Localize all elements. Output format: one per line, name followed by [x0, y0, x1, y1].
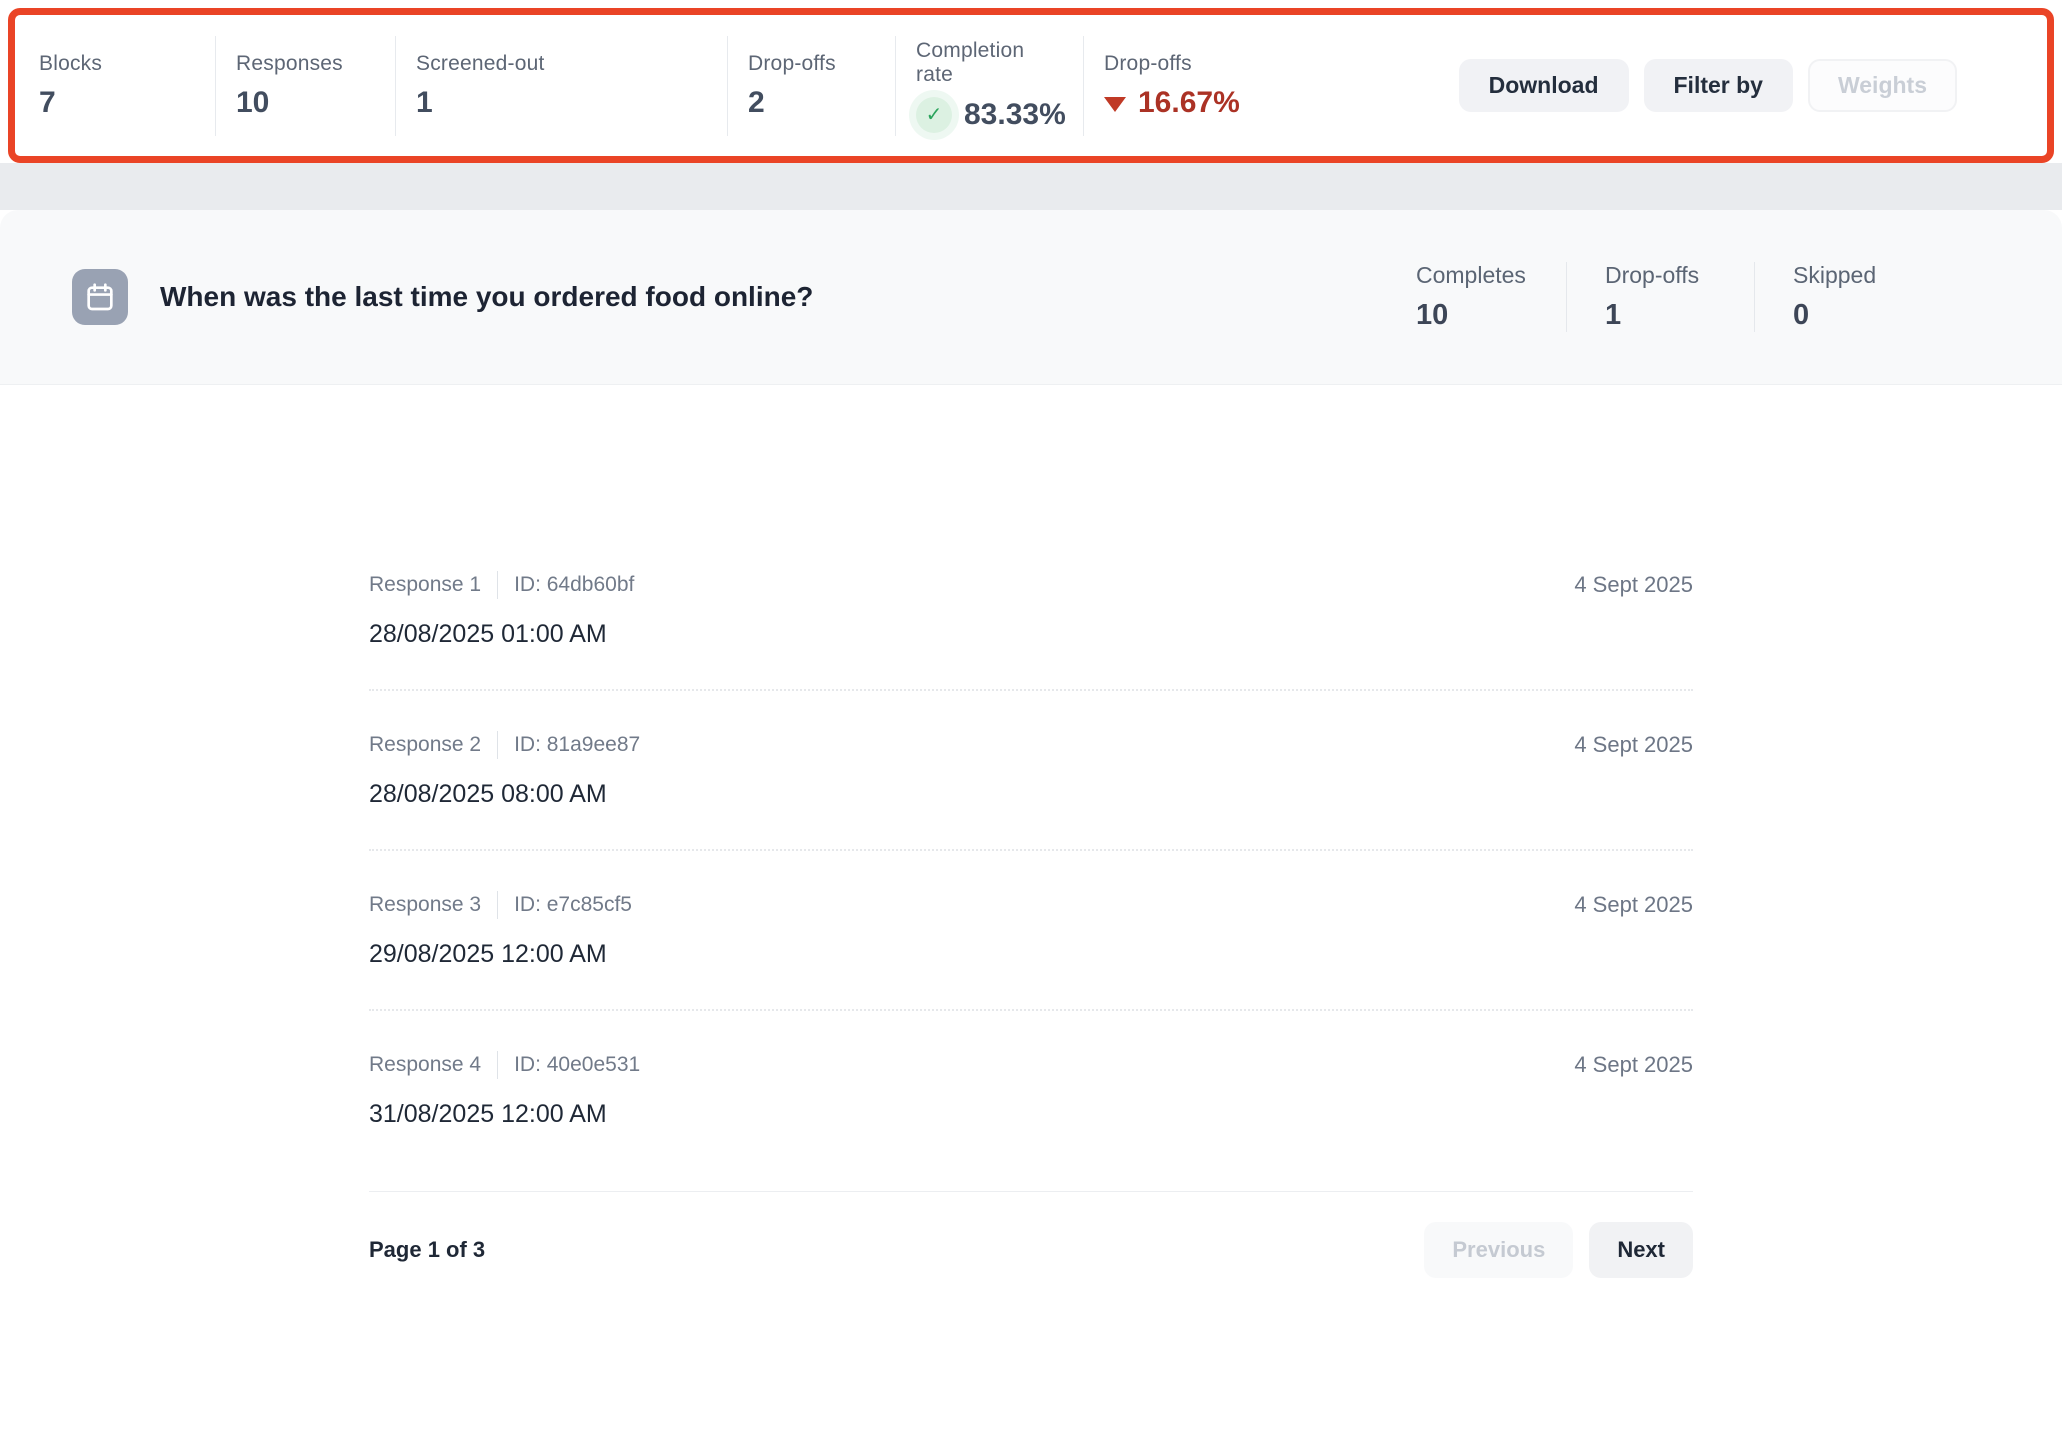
response-answer: 28/08/2025 08:00 AM — [369, 780, 607, 808]
stat-value: 10 — [236, 85, 270, 119]
stats-wrap: Blocks 7 Responses 10 Screened-out 1 Dro… — [0, 0, 2062, 163]
response-row: Response 1 ID: 64db60bf 4 Sept 2025 28/0… — [369, 571, 1693, 691]
background-band — [0, 163, 2062, 210]
response-row-head: Response 3 ID: e7c85cf5 4 Sept 2025 — [369, 891, 1693, 919]
response-row: Response 2 ID: 81a9ee87 4 Sept 2025 28/0… — [369, 691, 1693, 851]
stat-label: Drop-offs — [1104, 51, 1192, 75]
stat-value: 83.33% — [964, 97, 1066, 131]
vertical-divider — [497, 1051, 499, 1079]
response-answer: 29/08/2025 12:00 AM — [369, 940, 607, 968]
stat-label: Skipped — [1793, 262, 1877, 288]
question-stats: Completes 10 Drop-offs 1 Skipped 0 — [1416, 262, 1942, 332]
response-date: 4 Sept 2025 — [1574, 572, 1693, 597]
response-id: ID: 40e0e531 — [514, 1053, 641, 1076]
stat-label: Drop-offs — [748, 51, 836, 75]
question-title: When was the last time you ordered food … — [160, 281, 814, 312]
stats-bar-buttons: Download Filter by Weights — [1458, 59, 1957, 112]
stat-drop-offs: Drop-offs 2 — [727, 35, 895, 136]
stat-value-row: ✓ 83.33% — [916, 96, 1067, 133]
response-label: Response 3 — [369, 893, 482, 916]
pagination-buttons: Previous Next — [1424, 1222, 1693, 1278]
vertical-divider — [497, 571, 499, 599]
question-stat-drop-offs: Drop-offs 1 — [1566, 262, 1754, 332]
stat-responses: Responses 10 — [215, 35, 395, 136]
response-date: 4 Sept 2025 — [1574, 1052, 1693, 1077]
response-label: Response 2 — [369, 733, 482, 756]
stat-value: 16.67% — [1138, 85, 1240, 119]
question-header: When was the last time you ordered food … — [0, 210, 2062, 385]
stat-label: Blocks — [39, 51, 103, 75]
response-row: Response 4 ID: 40e0e531 4 Sept 2025 31/0… — [369, 1011, 1693, 1191]
stat-value: 1 — [416, 85, 433, 119]
next-button[interactable]: Next — [1589, 1222, 1693, 1278]
page-indicator: Page 1 of 3 — [369, 1237, 486, 1262]
list-footer-divider — [369, 1191, 1693, 1192]
stat-value: 2 — [748, 85, 765, 119]
pagination: Page 1 of 3 Previous Next — [369, 1222, 1693, 1278]
response-row-head: Response 4 ID: 40e0e531 4 Sept 2025 — [369, 1051, 1693, 1079]
stat-value: 1 — [1605, 299, 1622, 331]
question-stat-completes: Completes 10 — [1416, 262, 1566, 332]
response-label: Response 4 — [369, 1053, 482, 1076]
stat-value-row: 16.67% — [1104, 86, 1297, 120]
calendar-icon — [72, 269, 128, 325]
stat-drop-off-rate: Drop-offs 16.67% — [1083, 35, 1313, 136]
response-id: ID: 81a9ee87 — [514, 733, 641, 756]
response-row-head: Response 2 ID: 81a9ee87 4 Sept 2025 — [369, 731, 1693, 759]
question-stat-skipped: Skipped 0 — [1754, 262, 1942, 332]
response-date: 4 Sept 2025 — [1574, 732, 1693, 757]
stat-label: Completes — [1416, 262, 1526, 288]
stat-label: Completion rate — [916, 38, 1025, 86]
triangle-down-icon — [1104, 96, 1126, 112]
response-row: Response 3 ID: e7c85cf5 4 Sept 2025 29/0… — [369, 851, 1693, 1011]
response-id: ID: 64db60bf — [514, 573, 635, 596]
weights-button[interactable]: Weights — [1807, 59, 1957, 112]
response-answer: 31/08/2025 12:00 AM — [369, 1100, 607, 1128]
response-id: ID: e7c85cf5 — [514, 893, 632, 916]
stat-completion-rate: Completion rate ✓ 83.33% — [895, 35, 1083, 136]
stat-screened-out: Screened-out 1 — [395, 35, 727, 136]
vertical-divider — [497, 731, 499, 759]
response-label: Response 1 — [369, 573, 482, 596]
check-icon: ✓ — [916, 96, 952, 133]
response-date: 4 Sept 2025 — [1574, 892, 1693, 917]
stat-label: Responses — [236, 51, 343, 75]
vertical-divider — [497, 891, 499, 919]
summary-stats-bar: Blocks 7 Responses 10 Screened-out 1 Dro… — [8, 8, 2054, 163]
response-row-head: Response 1 ID: 64db60bf 4 Sept 2025 — [369, 571, 1693, 599]
stat-label: Drop-offs — [1605, 262, 1700, 288]
stat-value: 10 — [1416, 299, 1449, 331]
stat-blocks: Blocks 7 — [39, 36, 215, 136]
download-button[interactable]: Download — [1458, 59, 1629, 112]
stat-value: 7 — [39, 85, 56, 119]
filter-by-button[interactable]: Filter by — [1643, 59, 1793, 112]
previous-button[interactable]: Previous — [1424, 1222, 1574, 1278]
response-answer: 28/08/2025 01:00 AM — [369, 620, 607, 648]
stat-value: 0 — [1793, 299, 1810, 331]
question-card: When was the last time you ordered food … — [0, 210, 2062, 1442]
stat-label: Screened-out — [416, 51, 545, 75]
responses-list: Response 1 ID: 64db60bf 4 Sept 2025 28/0… — [369, 385, 1693, 1278]
